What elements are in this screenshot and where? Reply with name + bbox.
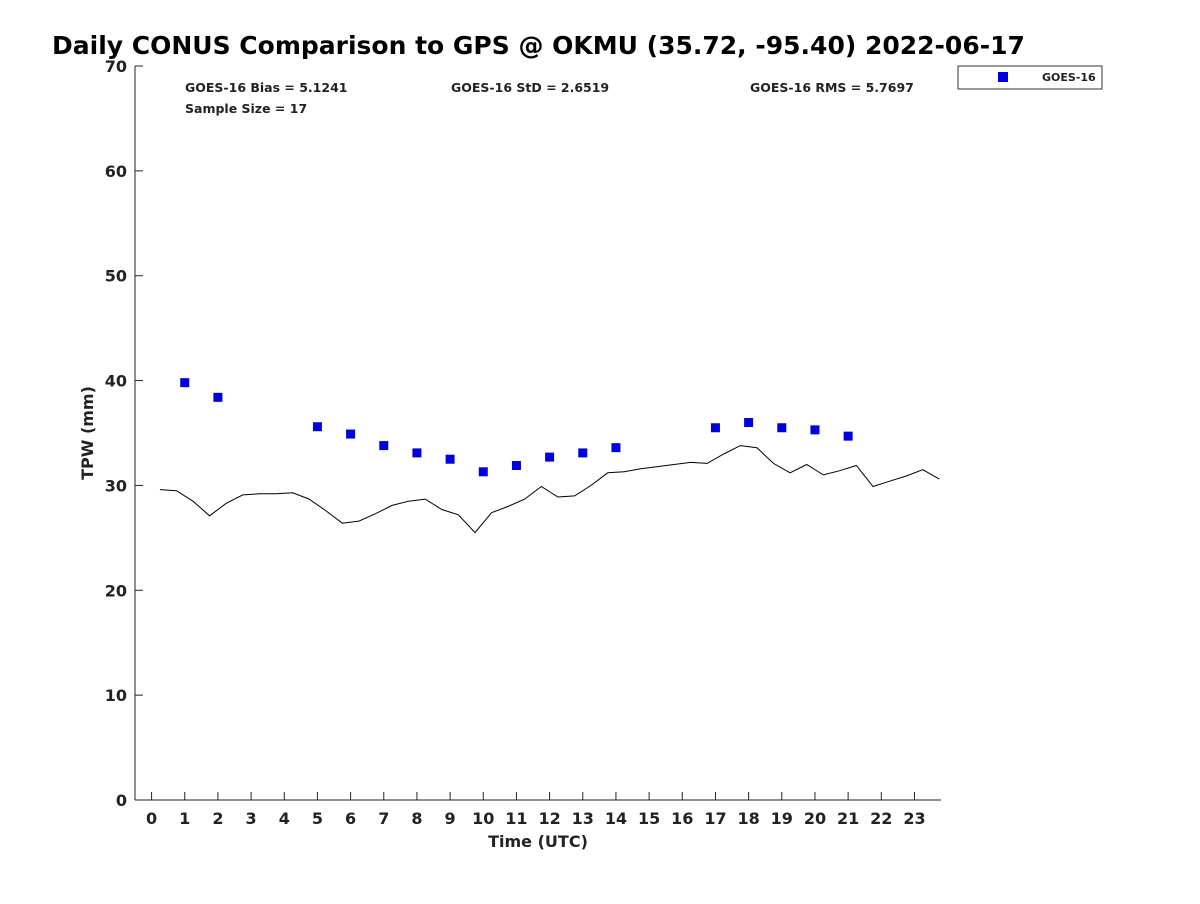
x-tick-label: 22 [870, 809, 892, 828]
goes16-data-point [379, 441, 389, 451]
x-tick-label: 4 [279, 809, 290, 828]
goes16-data-point [312, 422, 322, 432]
goes16-data-point [710, 423, 720, 433]
gps-series-line [159, 445, 940, 534]
x-ticks: 0 1 2 3 4 5 6 7 8 9 10 11 12 13 14 15 16 17 18 19 20 21 22 23 [146, 792, 926, 828]
legend-marker-goes16 [998, 72, 1008, 82]
x-tick-label: 6 [345, 809, 356, 828]
y-tick-label: 10 [105, 686, 127, 705]
x-axis-label: Time (UTC) [488, 832, 588, 851]
goes16-data-point [777, 423, 787, 433]
goes16-data-point [810, 425, 820, 435]
goes16-data-point [744, 418, 754, 428]
goes16-data-point [412, 448, 422, 458]
y-tick-label: 70 [105, 57, 127, 76]
x-tick-label: 14 [605, 809, 627, 828]
x-tick-label: 2 [212, 809, 223, 828]
x-tick-label: 15 [638, 809, 660, 828]
y-tick-label: 60 [105, 162, 127, 181]
axes [134, 66, 941, 801]
y-axis-label: TPW (mm) [78, 386, 97, 480]
x-tick-label: 1 [179, 809, 190, 828]
plot-area [159, 378, 940, 534]
goes16-data-point [578, 448, 588, 458]
goes16-data-point [180, 378, 190, 388]
x-tick-label: 5 [312, 809, 323, 828]
goes16-data-point [843, 431, 853, 441]
y-tick-label: 50 [105, 267, 127, 286]
legend-box [957, 65, 1103, 90]
x-tick-label: 12 [538, 809, 560, 828]
x-tick-label: 10 [472, 809, 494, 828]
y-tick-label: 20 [105, 581, 127, 600]
x-tick-label: 13 [572, 809, 594, 828]
x-tick-label: 0 [146, 809, 157, 828]
y-tick-label: 0 [116, 791, 127, 810]
x-tick-label: 7 [378, 809, 389, 828]
goes16-data-point [445, 454, 455, 464]
x-tick-label: 8 [411, 809, 422, 828]
x-tick-label: 18 [737, 809, 759, 828]
x-tick-label: 17 [704, 809, 726, 828]
legend-label-goes16: GOES-16 [1042, 71, 1096, 84]
y-ticks: 0 10 20 30 40 50 60 70 [105, 57, 143, 810]
x-tick-label: 11 [505, 809, 527, 828]
goes16-data-point [213, 392, 223, 402]
x-tick-label: 19 [771, 809, 793, 828]
x-tick-label: 21 [837, 809, 859, 828]
goes16-data-point [511, 461, 521, 471]
x-tick-label: 9 [445, 809, 456, 828]
legend: GOES-16 [957, 65, 1103, 90]
x-tick-label: 20 [804, 809, 826, 828]
y-tick-label: 30 [105, 476, 127, 495]
y-tick-label: 40 [105, 372, 127, 391]
x-tick-label: 23 [903, 809, 925, 828]
goes16-data-point [346, 429, 356, 439]
goes16-data-point [545, 452, 555, 462]
chart-title: Daily CONUS Comparison to GPS @ OKMU (35… [52, 31, 1025, 60]
bias-stat: GOES-16 Bias = 5.1241 [185, 80, 347, 95]
sample-size-stat: Sample Size = 17 [185, 101, 307, 116]
goes16-data-point [478, 467, 488, 477]
goes16-data-point [611, 443, 621, 453]
rms-stat: GOES-16 RMS = 5.7697 [750, 80, 914, 95]
std-stat: GOES-16 StD = 2.6519 [451, 80, 609, 95]
x-tick-label: 3 [246, 809, 257, 828]
x-tick-label: 16 [671, 809, 693, 828]
